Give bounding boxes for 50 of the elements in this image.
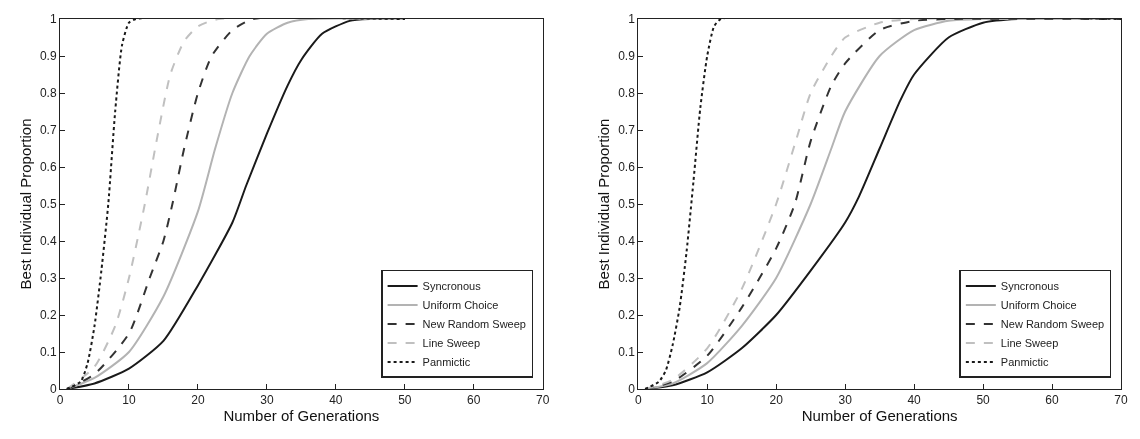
x-tick-label: 50 bbox=[398, 393, 412, 408]
x-tick-label: 60 bbox=[1045, 393, 1060, 408]
y-tick-label: 0.1 bbox=[39, 345, 57, 360]
x-tick-label: 70 bbox=[1114, 393, 1128, 408]
y-tick-label: 1 bbox=[49, 12, 57, 27]
legend-label: Uniform Choice bbox=[1000, 299, 1077, 312]
y-tick-label: 0.7 bbox=[39, 123, 57, 138]
y-tick-label: 0.4 bbox=[618, 234, 636, 249]
y-tick-label: 0.4 bbox=[39, 234, 57, 249]
x-tick-label: 40 bbox=[907, 393, 922, 408]
y-tick-label: 0.6 bbox=[618, 160, 636, 175]
y-tick-label: 1 bbox=[628, 12, 636, 27]
y-tick-label: 0.8 bbox=[39, 86, 57, 101]
y-tick-label: 0.8 bbox=[618, 86, 636, 101]
x-tick-label: 30 bbox=[838, 393, 853, 408]
x-tick-label: 20 bbox=[769, 393, 784, 408]
x-axis-title: Number of Generations bbox=[801, 407, 958, 425]
y-tick-label: 0.2 bbox=[39, 308, 57, 323]
legend-label: Line Sweep bbox=[1000, 337, 1059, 350]
x-tick-label: 10 bbox=[700, 393, 715, 408]
y-tick-label: 0.5 bbox=[39, 197, 57, 212]
y-tick-label: 0.2 bbox=[618, 308, 636, 323]
legend-label: Panmictic bbox=[1000, 356, 1050, 369]
y-tick-label: 0.9 bbox=[39, 49, 57, 64]
x-axis-title: Number of Generations bbox=[223, 407, 380, 425]
x-tick-label: 50 bbox=[976, 393, 991, 408]
y-tick-label: 0.3 bbox=[618, 271, 636, 286]
legend-label: New Random Sweep bbox=[422, 318, 526, 331]
x-tick-label: 70 bbox=[536, 393, 550, 408]
y-axis-title: Best Individual Proportion bbox=[595, 118, 613, 290]
x-tick-label: 40 bbox=[329, 393, 343, 408]
y-tick-label: 0.9 bbox=[618, 49, 636, 64]
y-tick-label: 0.5 bbox=[618, 197, 636, 212]
y-axis-title: Best Individual Proportion bbox=[17, 118, 35, 290]
y-tick-label: 0.7 bbox=[618, 123, 636, 138]
legend-label: New Random Sweep bbox=[1000, 318, 1105, 331]
y-tick-label: 0.3 bbox=[39, 271, 57, 286]
y-tick-label: 0 bbox=[628, 382, 636, 397]
x-tick-label: 20 bbox=[191, 393, 205, 408]
legend-label: Uniform Choice bbox=[422, 299, 499, 312]
x-tick-label: 30 bbox=[260, 393, 274, 408]
legend-label: Panmictic bbox=[422, 356, 471, 369]
x-tick-label: 10 bbox=[122, 393, 136, 408]
y-tick-label: 0.6 bbox=[39, 160, 57, 175]
legend-label: Syncronous bbox=[1000, 280, 1060, 293]
y-tick-label: 0 bbox=[49, 382, 57, 397]
legend-label: Syncronous bbox=[422, 280, 482, 293]
legend-label: Line Sweep bbox=[422, 337, 481, 350]
x-tick-label: 60 bbox=[467, 393, 481, 408]
y-tick-label: 0.1 bbox=[618, 345, 636, 360]
